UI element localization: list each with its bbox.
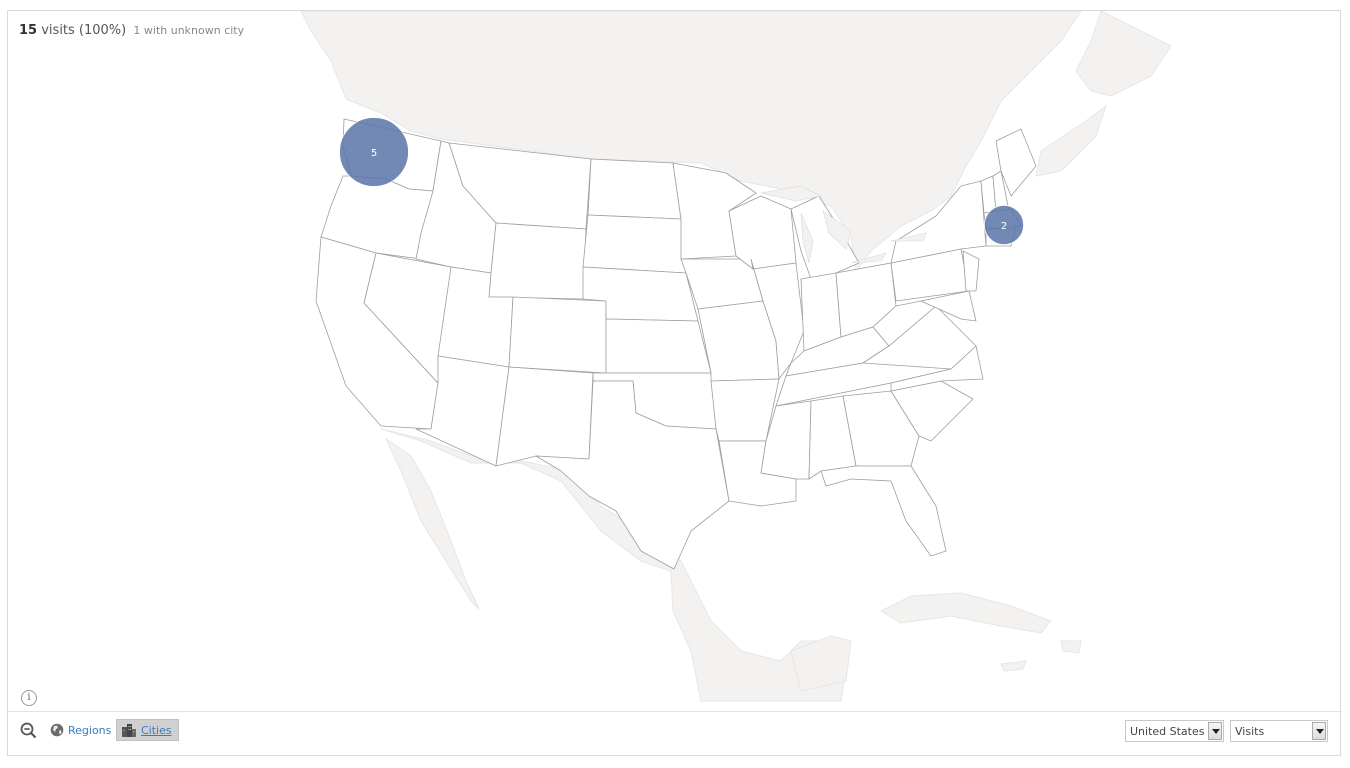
- canada-land: [300, 11, 1082, 273]
- us-states[interactable]: [315, 118, 1037, 570]
- hispaniola: [1060, 640, 1082, 654]
- state-kansas: [605, 318, 712, 374]
- state-north-dakota: [587, 158, 682, 220]
- cuba: [879, 592, 1052, 634]
- yucatan: [790, 635, 852, 692]
- state-florida: [820, 465, 947, 557]
- chevron-down-icon[interactable]: [1312, 722, 1326, 740]
- zoom-out-icon[interactable]: [20, 722, 37, 743]
- visits-count: 15: [19, 23, 38, 38]
- city-bubble[interactable]: [983, 204, 1025, 246]
- info-icon[interactable]: i: [21, 690, 37, 706]
- regions-label: Regions: [68, 723, 112, 737]
- us-map[interactable]: 52: [8, 11, 1342, 711]
- country-select[interactable]: United States: [1125, 720, 1224, 742]
- metric-select-value: Visits: [1235, 725, 1265, 738]
- nova-scotia: [1035, 104, 1107, 177]
- globe-icon: [50, 723, 64, 737]
- map-toolbar: Regions Cities United States Visits: [8, 711, 1342, 756]
- cities-label: Cities: [141, 723, 172, 737]
- city-bubble-label: 2: [1001, 221, 1007, 232]
- state-georgia: [842, 390, 920, 467]
- state-illinois: [750, 258, 805, 380]
- cities-button[interactable]: Cities: [116, 719, 179, 741]
- city-bubble[interactable]: [339, 117, 409, 187]
- surrounding-land: [300, 11, 1172, 702]
- state-wyoming: [488, 222, 587, 300]
- city-buildings-icon: [122, 724, 136, 737]
- visits-text: visits (100%): [41, 23, 127, 38]
- metric-select[interactable]: Visits: [1230, 720, 1328, 742]
- state-new-york: [890, 180, 987, 264]
- city-bubbles[interactable]: 52: [339, 117, 1025, 246]
- state-colorado: [508, 296, 607, 374]
- state-texas: [535, 380, 730, 570]
- state-south-dakota: [582, 214, 687, 274]
- great-lakes: [760, 185, 927, 264]
- state-new-mexico: [495, 366, 594, 467]
- unknown-city-text: 1 with unknown city: [133, 24, 245, 37]
- regions-button[interactable]: Regions: [46, 719, 115, 741]
- jamaica: [1000, 660, 1027, 672]
- chevron-down-icon[interactable]: [1208, 722, 1222, 740]
- visits-summary: 15 visits (100%) 1 with unknown city: [19, 23, 244, 38]
- country-select-value: United States: [1130, 725, 1205, 738]
- canada-east: [1075, 11, 1172, 97]
- state-wisconsin: [728, 195, 797, 270]
- city-bubble-label: 5: [371, 148, 377, 159]
- state-maine: [995, 128, 1037, 197]
- baja-california: [384, 437, 480, 610]
- state-new-jersey: [962, 250, 980, 292]
- state-maryland-delaware: [920, 290, 977, 322]
